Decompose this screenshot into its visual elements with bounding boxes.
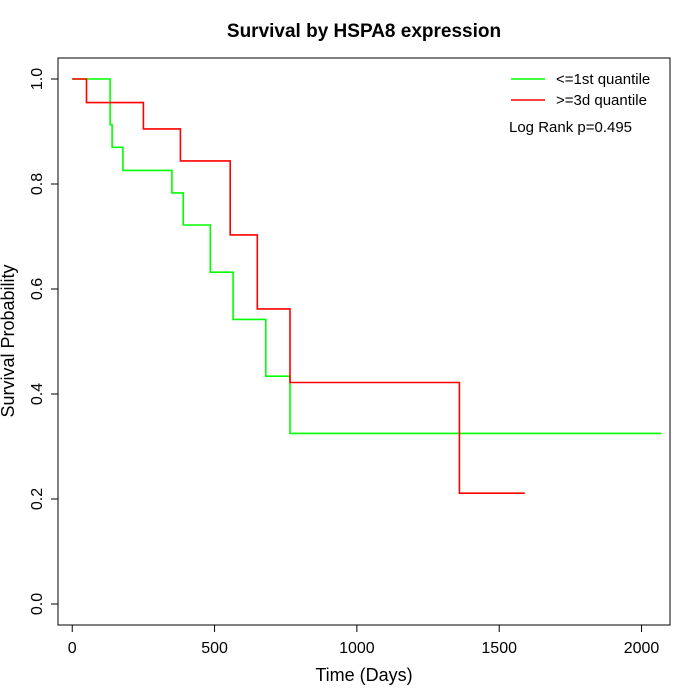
- series-line-2: [72, 78, 525, 494]
- x-tick-label: 500: [201, 640, 228, 657]
- x-tick-label: 1500: [481, 640, 517, 657]
- x-tick-label: 1000: [339, 640, 375, 657]
- series-line-1: [72, 78, 662, 435]
- x-axis: 0 500 1000 1500 2000: [68, 625, 660, 657]
- y-tick-label: 0.4: [29, 383, 46, 405]
- legend: <=1st quantile >=3d quantile: [511, 71, 650, 109]
- x-axis-title: Time (Days): [315, 665, 412, 685]
- y-tick-label: 0.6: [29, 278, 46, 300]
- plot-frame: [57, 57, 671, 626]
- series-layer: [72, 78, 662, 494]
- chart-title: Survival by HSPA8 expression: [227, 21, 501, 42]
- y-tick-label: 0.8: [29, 173, 46, 195]
- y-tick-label: 0.0: [29, 593, 46, 615]
- legend-label-2: >=3d quantile: [556, 92, 647, 109]
- y-tick-label: 0.2: [29, 488, 46, 510]
- y-tick-label: 1.0: [29, 68, 46, 90]
- legend-label-1: <=1st quantile: [556, 71, 650, 88]
- x-tick-label: 0: [68, 640, 77, 657]
- y-axis-title: Survival Probability: [0, 264, 18, 417]
- x-tick-label: 2000: [624, 640, 660, 657]
- log-rank-annotation: Log Rank p=0.495: [509, 119, 632, 136]
- y-axis: 0.0 0.2 0.4 0.6 0.8 1.0: [29, 68, 58, 615]
